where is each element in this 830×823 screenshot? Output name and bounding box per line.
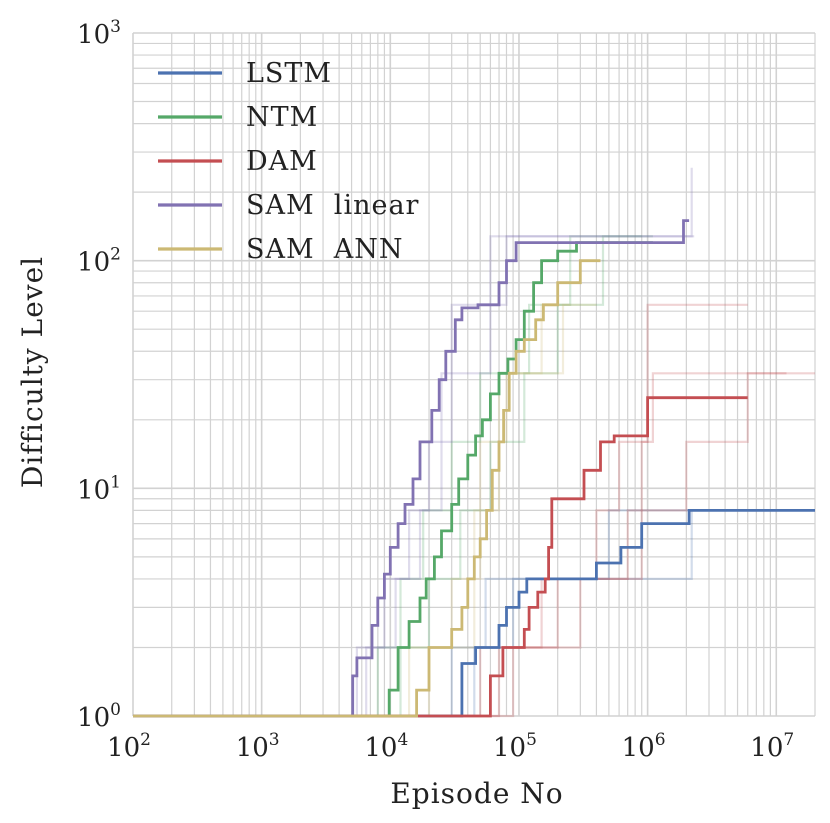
series-lines	[133, 219, 815, 718]
legend-label: LSTM	[246, 58, 332, 89]
faint-series-line	[133, 509, 815, 718]
x-tick-label: 107	[750, 730, 794, 763]
series-line-1	[133, 241, 653, 718]
faint-series-lines	[133, 167, 815, 718]
faint-series-line	[133, 235, 695, 718]
faint-series-line	[133, 509, 815, 718]
series-line-3	[133, 219, 690, 718]
legend-label: NTM	[246, 102, 318, 133]
faint-series-line	[133, 235, 642, 718]
legend-label: DAM	[246, 146, 318, 177]
x-tick-label: 105	[493, 730, 537, 763]
legend: LSTM NTM DAM SAM linear SAM ANN	[158, 58, 419, 265]
y-tick-label: 101	[77, 472, 121, 505]
y-tick-label: 102	[77, 245, 121, 278]
faint-series-line	[133, 372, 787, 718]
faint-series-line	[133, 303, 597, 718]
x-tick-label: 104	[364, 730, 408, 763]
series-line-2	[133, 396, 748, 718]
legend-label: SAM linear	[246, 190, 419, 221]
faint-series-line	[133, 167, 693, 718]
y-tick-label: 103	[77, 17, 121, 50]
y-tick-label: 100	[77, 700, 121, 733]
y-axis-label: Difficulty Level	[16, 256, 49, 488]
tick-labels: 102 103 104 105 106 107 100 101 102 103	[77, 17, 794, 763]
x-tick-label: 102	[107, 730, 151, 763]
series-line-4	[133, 259, 601, 718]
faint-series-line	[133, 303, 748, 718]
grid	[132, 32, 816, 717]
series-line-0	[133, 509, 815, 718]
x-axis-label: Episode No	[390, 777, 563, 810]
faint-series-line	[133, 372, 815, 718]
legend-label: SAM ANN	[246, 234, 404, 265]
x-tick-label: 106	[622, 730, 666, 763]
x-tick-label: 103	[236, 730, 280, 763]
